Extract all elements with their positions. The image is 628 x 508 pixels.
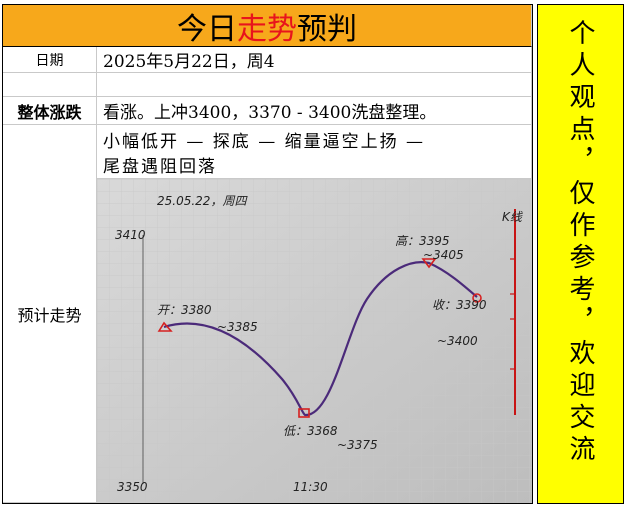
photo-date: 25.05.22，周四 — [157, 194, 248, 208]
trend-label: 整体涨跌 — [3, 97, 97, 125]
trend-value: 看涨。上冲3400，3370 - 3400洗盘整理。 — [97, 97, 532, 125]
title-part: 走势 — [237, 11, 297, 47]
date-value: 2025年5月22日，周4 — [97, 47, 532, 73]
forecast-label: 预计走势 — [3, 125, 97, 503]
curve — [163, 261, 478, 417]
open-note: 开：3380 — [157, 303, 212, 317]
date-label: 日期 — [3, 47, 97, 73]
x-label: 11:30 — [293, 480, 328, 494]
open-mark — [157, 321, 173, 332]
low-mark — [298, 408, 310, 418]
low-note: 低：3368 — [283, 424, 338, 438]
close-mark — [472, 293, 482, 303]
forecast-text: 小幅低开 — 探底 — 缩量逼空上扬 — 尾盘遇阻回落 — [97, 125, 532, 179]
side-note-box: 个人观点，仅作参考，欢迎交流 — [537, 4, 624, 504]
forecast-line: 尾盘遇阻回落 — [103, 156, 217, 177]
high-note: 高：3395 — [395, 234, 450, 248]
y-top: 3410 — [115, 228, 146, 242]
high-note: ~3405 — [423, 248, 464, 262]
close-note: ~3400 — [437, 334, 478, 348]
empty-cell — [3, 73, 97, 97]
paper-grid — [97, 179, 532, 503]
low-note: ~3375 — [337, 438, 378, 452]
close-note: 收：3390 — [432, 298, 487, 312]
high-mark — [421, 258, 437, 269]
open-note: ~3385 — [217, 320, 258, 334]
title-part: 今日 — [177, 11, 237, 47]
photo: 25.05.22，周四 3410 3350 11:30 K线 开：3380 ~3… — [97, 179, 532, 503]
forecast-line: 小幅低开 — 探底 — 缩量逼空上扬 — — [103, 131, 426, 152]
title-part: 预判 — [297, 11, 357, 47]
k-ticks — [510, 258, 515, 370]
k-label: K线 — [502, 210, 523, 224]
title: 今日 走势 预判 — [3, 5, 532, 47]
empty-cell — [97, 73, 532, 97]
y-bottom: 3350 — [117, 480, 148, 494]
table: 今日 走势 预判 日期 2025年5月22日，周4 整体涨跌 看涨。上冲3400，3… — [2, 4, 533, 504]
side-note: 个人观点，仅作参考，欢迎交流 — [565, 19, 595, 467]
